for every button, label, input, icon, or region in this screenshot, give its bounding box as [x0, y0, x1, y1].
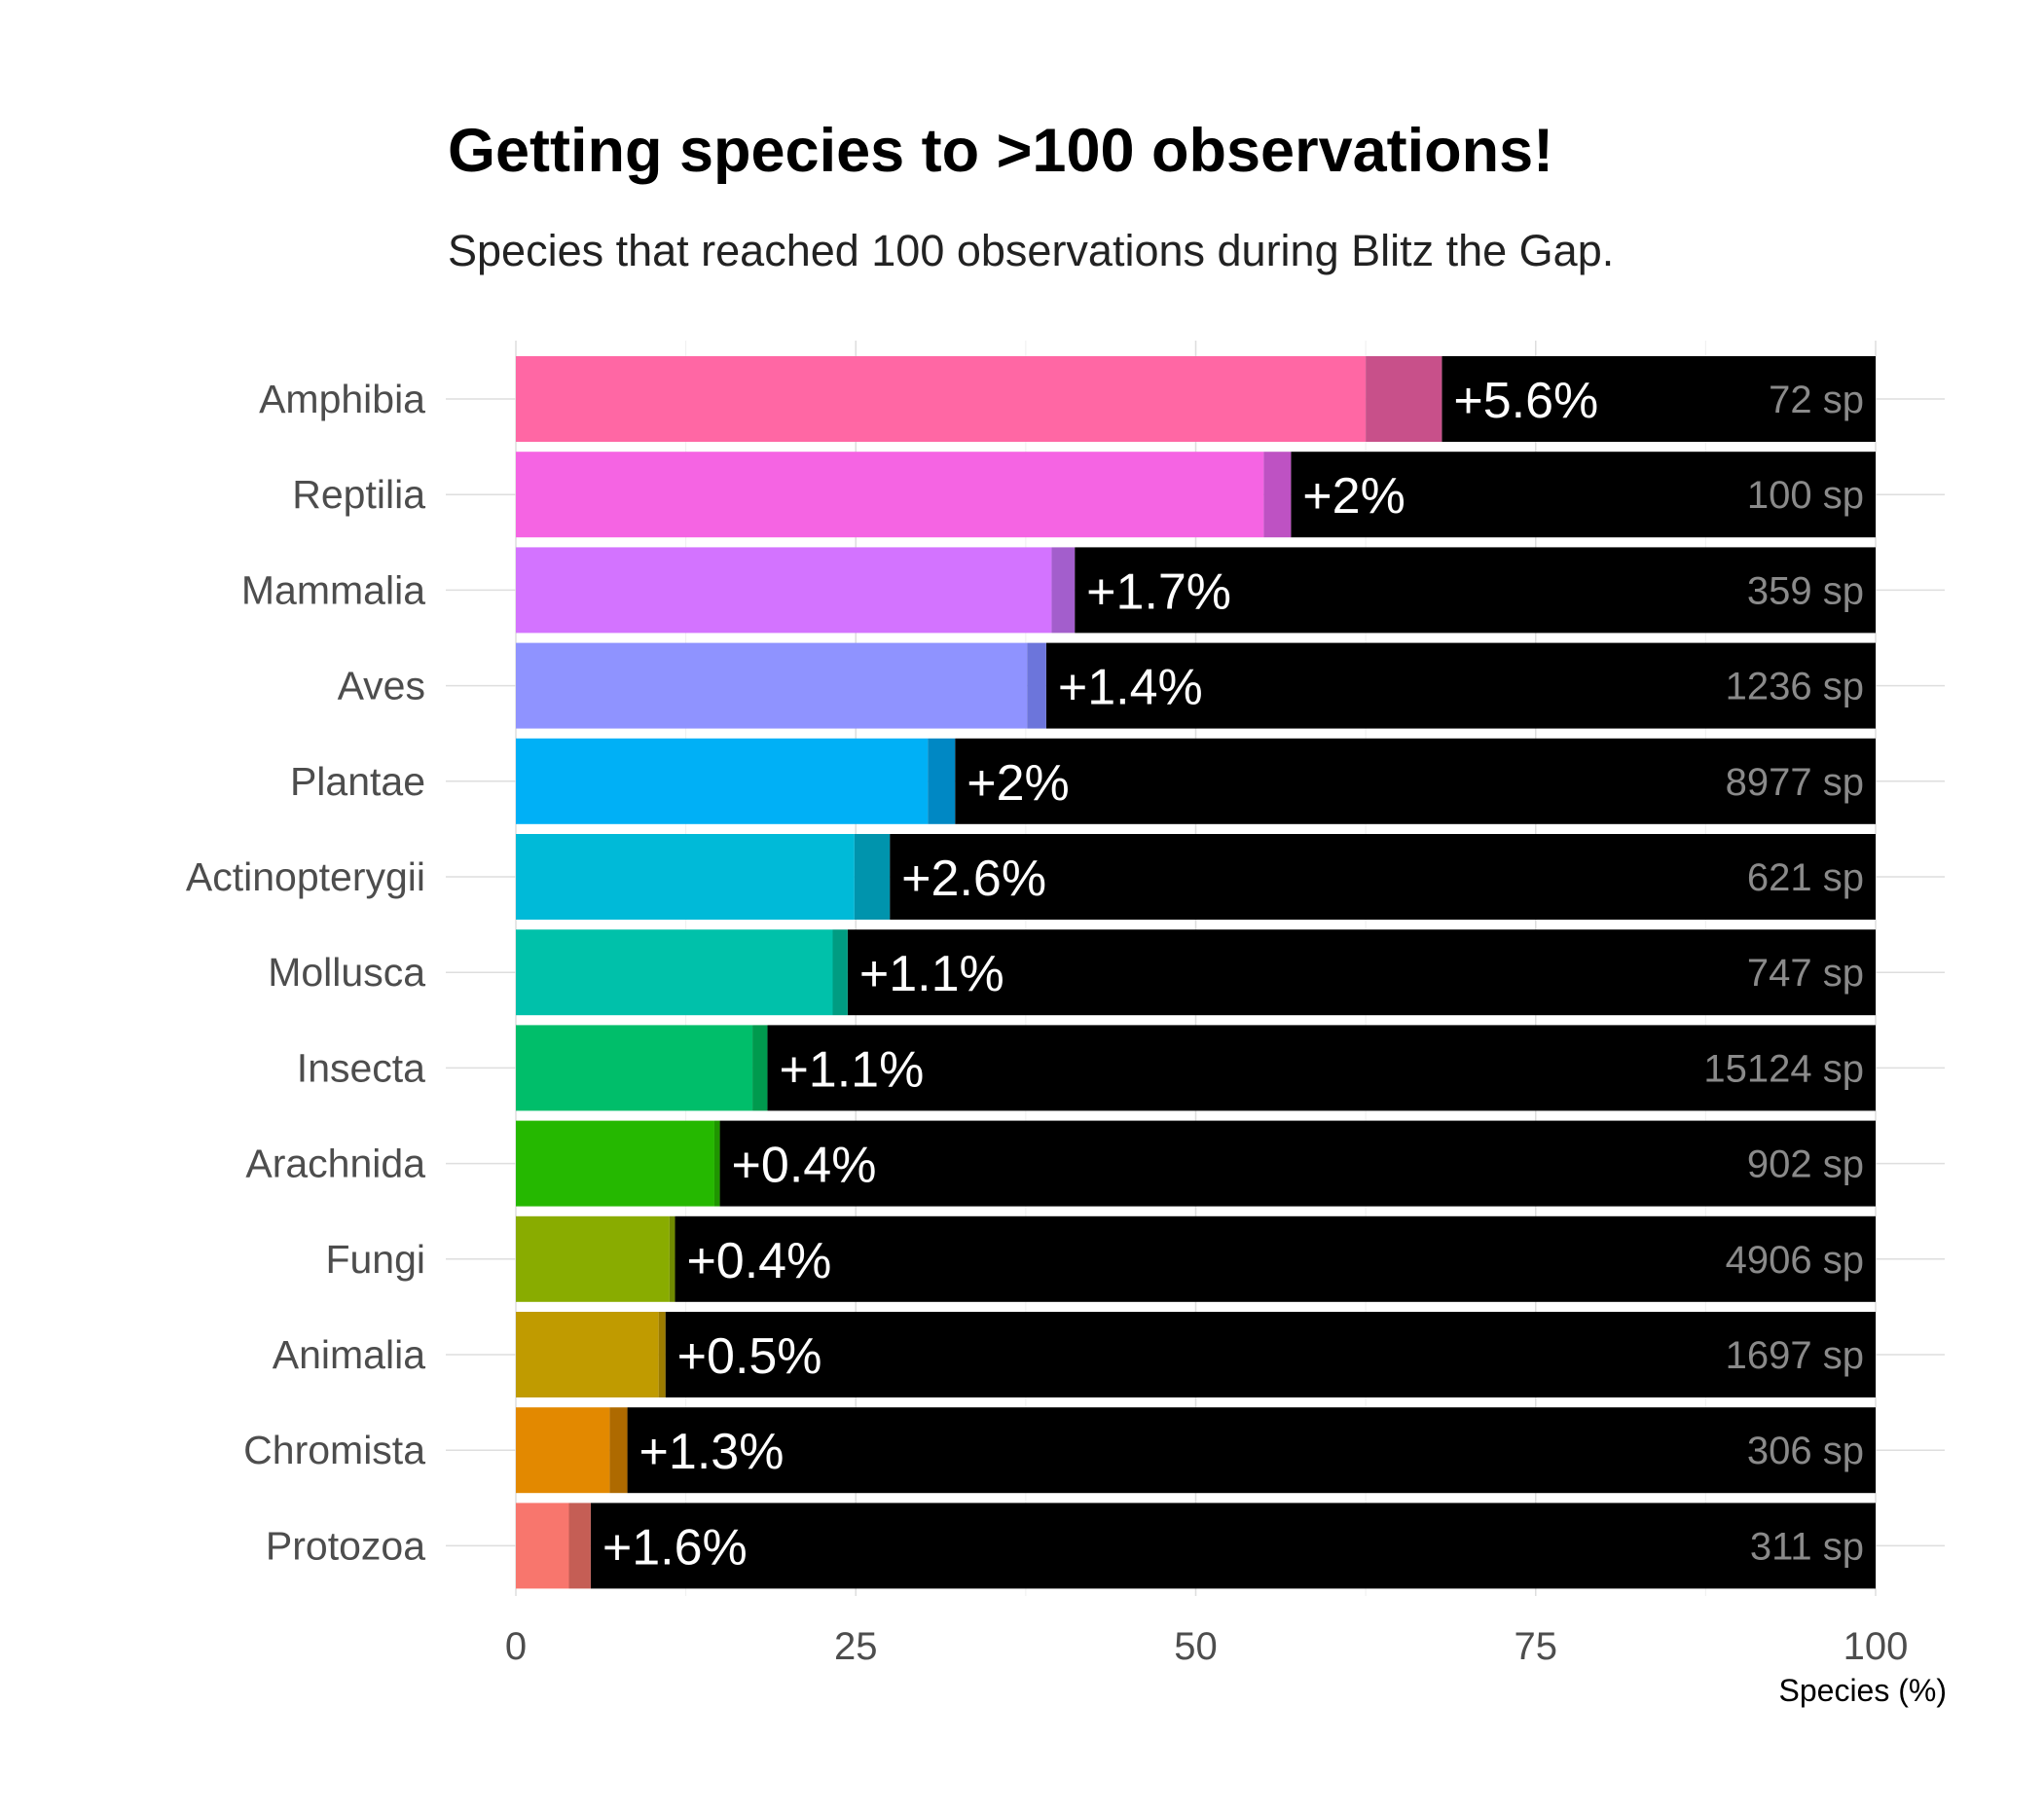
bar-gain — [609, 1407, 628, 1494]
bar-count-label: 621 sp — [1747, 856, 1864, 899]
bar-count-label: 15124 sp — [1703, 1047, 1864, 1090]
bar-gain-label: +0.4% — [732, 1138, 877, 1194]
bar-gain — [854, 834, 891, 920]
bar-gain-label: +1.7% — [1086, 563, 1231, 620]
bar-remainder — [719, 1120, 1876, 1207]
bar-count-label: 311 sp — [1750, 1525, 1864, 1568]
y-tick-label: Fungi — [325, 1237, 425, 1282]
bar-remainder — [627, 1407, 1877, 1494]
bar-count-label: 359 sp — [1747, 569, 1864, 612]
chart-subtitle: Species that reached 100 observations du… — [448, 226, 1614, 275]
y-tick-label: Animalia — [273, 1332, 425, 1377]
bar-base — [516, 452, 1264, 538]
bar-base — [516, 1025, 753, 1111]
x-tick-label: 100 — [1843, 1625, 1909, 1668]
bar-count-label: 747 sp — [1747, 952, 1864, 995]
bar-remainder — [847, 929, 1877, 1016]
bar-base — [516, 642, 1028, 729]
bar-gain-label: +2% — [1302, 468, 1405, 525]
x-axis: 0 25 50 75 100 — [505, 1625, 1909, 1668]
bar-base — [516, 356, 1367, 442]
bar-remainder — [1442, 356, 1876, 442]
bar-count-label: 1236 sp — [1726, 666, 1864, 708]
bar-gain — [713, 1120, 720, 1207]
bar-count-label: 902 sp — [1747, 1143, 1864, 1186]
bar-base — [516, 1312, 659, 1397]
bar-base — [516, 1215, 670, 1302]
bar-gain-label: +1.4% — [1058, 660, 1203, 716]
x-axis-title: Species (%) — [1779, 1673, 1948, 1708]
bar-base — [516, 738, 929, 824]
bar-gain-label: +1.3% — [639, 1424, 785, 1480]
y-tick-label: Amphibia — [259, 377, 425, 421]
x-tick-label: 75 — [1515, 1625, 1558, 1668]
x-tick-label: 50 — [1174, 1625, 1218, 1668]
bar-gain — [752, 1025, 768, 1111]
bar-gain — [658, 1312, 666, 1397]
bar-count-label: 8977 sp — [1726, 761, 1864, 804]
y-tick-label: Mammalia — [241, 567, 425, 612]
bar-base — [516, 547, 1052, 634]
bar-gain-label: +1.1% — [779, 1041, 924, 1098]
bar-gain-label: +2% — [967, 755, 1070, 812]
bar-gain — [832, 929, 848, 1016]
bar-gain-label: +0.5% — [677, 1328, 822, 1385]
bar-count-label: 72 sp — [1769, 379, 1864, 421]
bar-labels: +5.6% 72 sp +2% 100 sp +1.7% 359 sp +1.4% 1236 … — [602, 373, 1864, 1576]
y-tick-label: Plantae — [290, 759, 425, 804]
bar-gain-label: +0.4% — [686, 1233, 831, 1289]
y-tick-label: Protozoa — [266, 1523, 425, 1568]
chart-title: Getting species to >100 observations! — [448, 117, 1553, 185]
bar-base — [516, 834, 855, 920]
bar-gain — [928, 738, 956, 824]
bar-gain-label: +5.6% — [1453, 373, 1598, 429]
y-tick-label: Actinopterygii — [186, 854, 425, 899]
bar-remainder — [955, 738, 1876, 824]
bar-remainder — [1045, 642, 1876, 729]
bar-remainder — [590, 1503, 1877, 1589]
bar-gain — [1366, 356, 1442, 442]
y-tick-label: Mollusca — [268, 950, 425, 995]
bar-base — [516, 1407, 610, 1494]
bar-base — [516, 1503, 569, 1589]
bar-gain-label: +1.6% — [602, 1519, 748, 1576]
bar-remainder — [1075, 547, 1876, 634]
bar-count-label: 1697 sp — [1726, 1334, 1864, 1377]
y-tick-label: Insecta — [297, 1045, 425, 1090]
bar-gain — [1263, 452, 1292, 538]
bar-gain — [1027, 642, 1046, 729]
bar-gain — [669, 1215, 675, 1302]
bar-gain-label: +1.1% — [859, 946, 1004, 1002]
bar-count-label: 306 sp — [1747, 1430, 1864, 1472]
bars — [516, 356, 1877, 1589]
y-tick-label: Reptilia — [292, 472, 425, 517]
bar-gain — [568, 1503, 591, 1589]
bar-gain — [1051, 547, 1076, 634]
bar-gain-label: +2.6% — [901, 851, 1046, 907]
y-tick-label: Aves — [338, 664, 425, 708]
x-tick-label: 0 — [505, 1625, 527, 1668]
bar-count-label: 4906 sp — [1726, 1239, 1864, 1282]
y-axis: Amphibia Reptilia Mammalia Aves Plantae Actin… — [186, 377, 425, 1568]
bar-remainder — [675, 1215, 1876, 1302]
bar-count-label: 100 sp — [1747, 474, 1864, 517]
bar-remainder — [767, 1025, 1876, 1111]
bar-base — [516, 1120, 714, 1207]
bar-remainder — [1291, 452, 1876, 538]
y-tick-label: Arachnida — [245, 1142, 425, 1186]
x-tick-label: 25 — [834, 1625, 878, 1668]
bar-base — [516, 929, 833, 1016]
y-tick-label: Chromista — [243, 1428, 425, 1472]
bar-remainder — [890, 834, 1876, 920]
bar-remainder — [665, 1312, 1877, 1397]
